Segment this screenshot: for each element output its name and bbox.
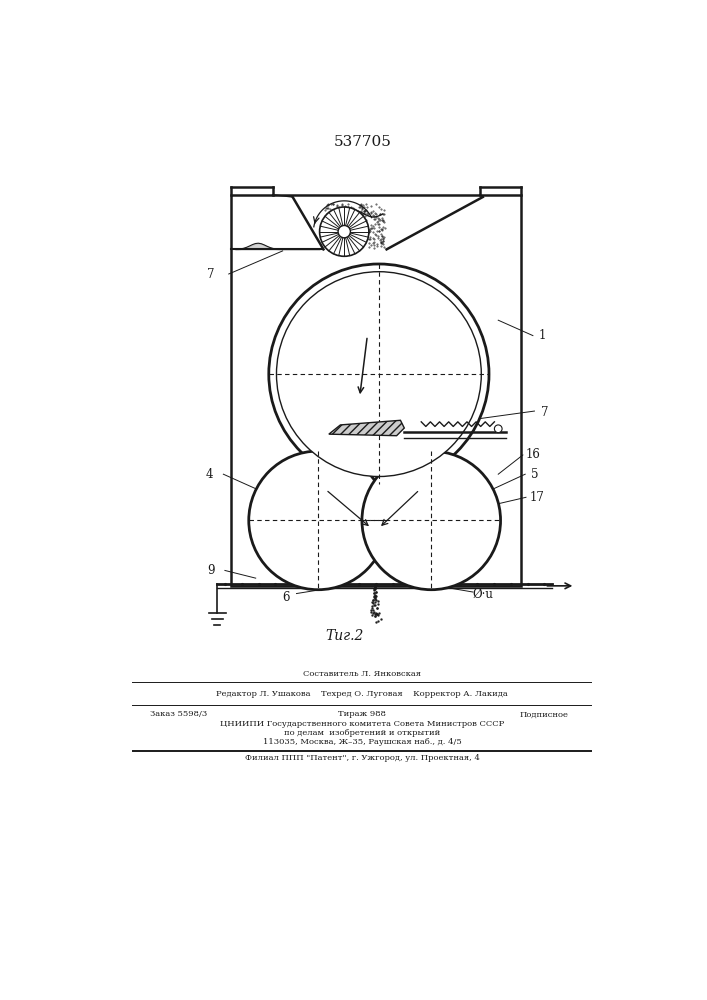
- Circle shape: [320, 207, 369, 256]
- Circle shape: [494, 425, 502, 433]
- Text: ЦНИИПИ Государственного комитета Совета Министров СССР: ЦНИИПИ Государственного комитета Совета …: [220, 720, 505, 728]
- Text: Тираж 988: Тираж 988: [339, 710, 386, 718]
- Text: по делам  изобретений и открытий: по делам изобретений и открытий: [284, 729, 440, 737]
- Text: Заказ 5598/3: Заказ 5598/3: [150, 710, 207, 718]
- Text: 6: 6: [283, 591, 291, 604]
- Text: 5: 5: [532, 468, 539, 481]
- Text: 4: 4: [206, 468, 214, 481]
- Text: 7: 7: [541, 406, 548, 419]
- Text: 17: 17: [530, 491, 544, 504]
- Text: Составитель Л. Янковская: Составитель Л. Янковская: [303, 670, 421, 678]
- Circle shape: [276, 272, 481, 477]
- Text: Подписное: Подписное: [520, 710, 569, 718]
- Polygon shape: [329, 420, 404, 436]
- Text: Редактор Л. Ушакова    Техред О. Луговая    Корректор А. Лакида: Редактор Л. Ушакова Техред О. Луговая Ко…: [216, 690, 508, 698]
- Circle shape: [269, 264, 489, 484]
- Text: Филиал ППП "Патент", г. Ужгород, ул. Проектная, 4: Филиал ППП "Патент", г. Ужгород, ул. Про…: [245, 754, 480, 762]
- Bar: [231, 195, 521, 586]
- Text: 537705: 537705: [334, 135, 391, 149]
- Text: 9: 9: [207, 564, 215, 577]
- Circle shape: [249, 451, 387, 590]
- Text: Ø·u: Ø·u: [472, 588, 493, 601]
- Circle shape: [338, 225, 351, 238]
- Text: Τиг.2: Τиг.2: [325, 629, 363, 643]
- Text: 7: 7: [207, 267, 215, 280]
- Circle shape: [362, 451, 501, 590]
- Text: 16: 16: [525, 448, 540, 461]
- Text: 1: 1: [539, 329, 546, 342]
- Text: 113035, Москва, Ж–35, Раушская наб., д. 4/5: 113035, Москва, Ж–35, Раушская наб., д. …: [263, 738, 462, 746]
